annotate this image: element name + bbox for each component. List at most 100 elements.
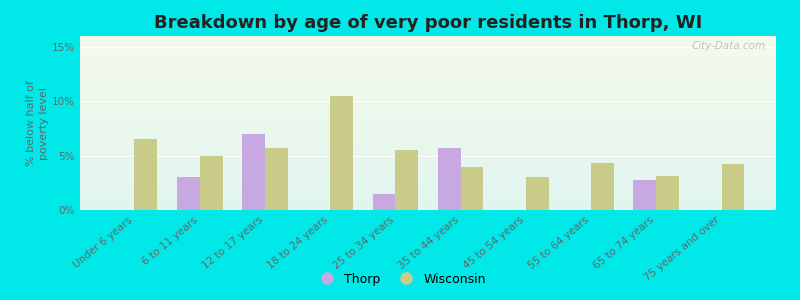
Bar (80, 147, 776, 149)
Bar (80, 161, 776, 163)
Bar (80, 194, 776, 196)
Bar (80, 111, 776, 112)
Bar (80, 208, 776, 210)
Bar (80, 43, 776, 45)
Bar (80, 69, 776, 71)
Bar (80, 125, 776, 127)
Bar (373, 194, 395, 210)
Bar (80, 188, 776, 189)
Y-axis label: % below half of
poverty level: % below half of poverty level (26, 80, 50, 166)
Bar (80, 41, 776, 43)
Bar (80, 173, 776, 175)
Bar (80, 99, 776, 100)
Bar (80, 73, 776, 74)
Bar (80, 146, 776, 147)
Bar (80, 90, 776, 92)
Bar (80, 102, 776, 104)
Bar (80, 71, 776, 73)
Bar (80, 177, 776, 179)
Bar (80, 139, 776, 140)
Bar (80, 144, 776, 146)
Bar (80, 165, 776, 167)
Bar (80, 172, 776, 173)
Bar (80, 67, 776, 69)
Bar (80, 64, 776, 66)
Title: Breakdown by age of very poor residents in Thorp, WI: Breakdown by age of very poor residents … (154, 14, 702, 32)
Bar (242, 134, 265, 210)
Bar (80, 36, 776, 38)
Bar (80, 168, 776, 170)
Bar (80, 48, 776, 50)
Text: City-Data.com: City-Data.com (691, 41, 766, 51)
Bar (80, 160, 776, 161)
Bar (80, 154, 776, 156)
Bar (177, 177, 200, 210)
Bar (80, 78, 776, 80)
Bar (591, 163, 614, 210)
Bar (80, 135, 776, 137)
Bar (80, 60, 776, 62)
Bar (80, 121, 776, 123)
Bar (80, 158, 776, 160)
Bar (80, 116, 776, 118)
Bar (80, 128, 776, 130)
Bar (395, 150, 418, 210)
Bar (80, 191, 776, 193)
Bar (80, 137, 776, 139)
Bar (80, 74, 776, 76)
Bar (80, 81, 776, 83)
Bar (80, 88, 776, 90)
Bar (80, 85, 776, 86)
Bar (80, 55, 776, 57)
Bar (80, 205, 776, 206)
Legend: Thorp, Wisconsin: Thorp, Wisconsin (310, 268, 490, 291)
Bar (80, 127, 776, 128)
Bar (80, 76, 776, 78)
Bar (80, 142, 776, 144)
Bar (634, 179, 656, 210)
Bar (80, 153, 776, 154)
Bar (80, 123, 776, 125)
Bar (80, 180, 776, 182)
Bar (80, 140, 776, 142)
Bar (80, 83, 776, 85)
Bar (80, 45, 776, 46)
Bar (722, 164, 744, 210)
Bar (80, 62, 776, 64)
Bar (80, 50, 776, 52)
Bar (330, 96, 353, 210)
Bar (80, 92, 776, 93)
Bar (80, 119, 776, 121)
Bar (80, 203, 776, 205)
Bar (80, 107, 776, 109)
Bar (80, 163, 776, 165)
Bar (80, 106, 776, 107)
Bar (80, 114, 776, 116)
Bar (526, 177, 549, 210)
Bar (80, 200, 776, 201)
Bar (265, 148, 288, 210)
Bar (80, 100, 776, 102)
Bar (80, 118, 776, 119)
Bar (80, 58, 776, 60)
Bar (80, 97, 776, 99)
Bar (80, 156, 776, 158)
Bar (80, 182, 776, 184)
Bar (80, 95, 776, 97)
Bar (461, 167, 483, 210)
Bar (80, 184, 776, 186)
Bar (80, 53, 776, 55)
Bar (80, 86, 776, 88)
Bar (134, 139, 158, 210)
Bar (80, 38, 776, 40)
Bar (80, 112, 776, 114)
Bar (80, 167, 776, 168)
Bar (80, 189, 776, 191)
Bar (80, 196, 776, 198)
Bar (80, 130, 776, 132)
Bar (80, 198, 776, 200)
Bar (80, 104, 776, 106)
Bar (80, 134, 776, 135)
Bar (80, 193, 776, 194)
Bar (80, 206, 776, 208)
